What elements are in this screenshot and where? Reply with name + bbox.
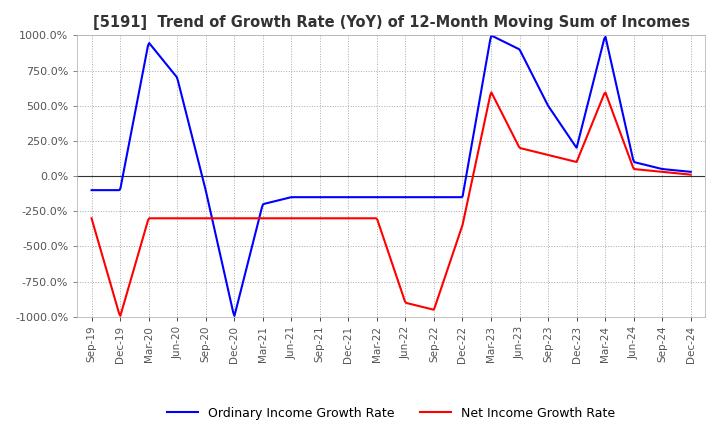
Ordinary Income Growth Rate [675,168,683,173]
Ordinary Income Growth Rate [230,313,239,319]
Ordinary Income Growth Rate [377,194,385,200]
Net Income Growth Rate [581,139,590,144]
Net Income Growth Rate [373,217,382,222]
Net Income Growth Rate [675,171,683,176]
Ordinary Income Growth Rate [487,33,496,38]
Ordinary Income Growth Rate [87,187,96,193]
Legend: Ordinary Income Growth Rate, Net Income Growth Rate: Ordinary Income Growth Rate, Net Income … [162,402,620,425]
Net Income Growth Rate [445,261,454,267]
Ordinary Income Growth Rate [581,112,590,117]
Net Income Growth Rate [686,172,695,177]
Net Income Growth Rate [116,313,125,319]
Net Income Growth Rate [377,227,385,233]
Ordinary Income Growth Rate [445,194,454,200]
Line: Ordinary Income Growth Rate: Ordinary Income Growth Rate [91,36,690,316]
Ordinary Income Growth Rate [413,194,421,200]
Net Income Growth Rate [487,90,496,95]
Title: [5191]  Trend of Growth Rate (YoY) of 12-Month Moving Sum of Incomes: [5191] Trend of Growth Rate (YoY) of 12-… [93,15,690,30]
Ordinary Income Growth Rate [373,194,382,200]
Line: Net Income Growth Rate: Net Income Growth Rate [91,92,690,316]
Net Income Growth Rate [87,216,96,221]
Net Income Growth Rate [413,303,421,308]
Ordinary Income Growth Rate [686,169,695,175]
